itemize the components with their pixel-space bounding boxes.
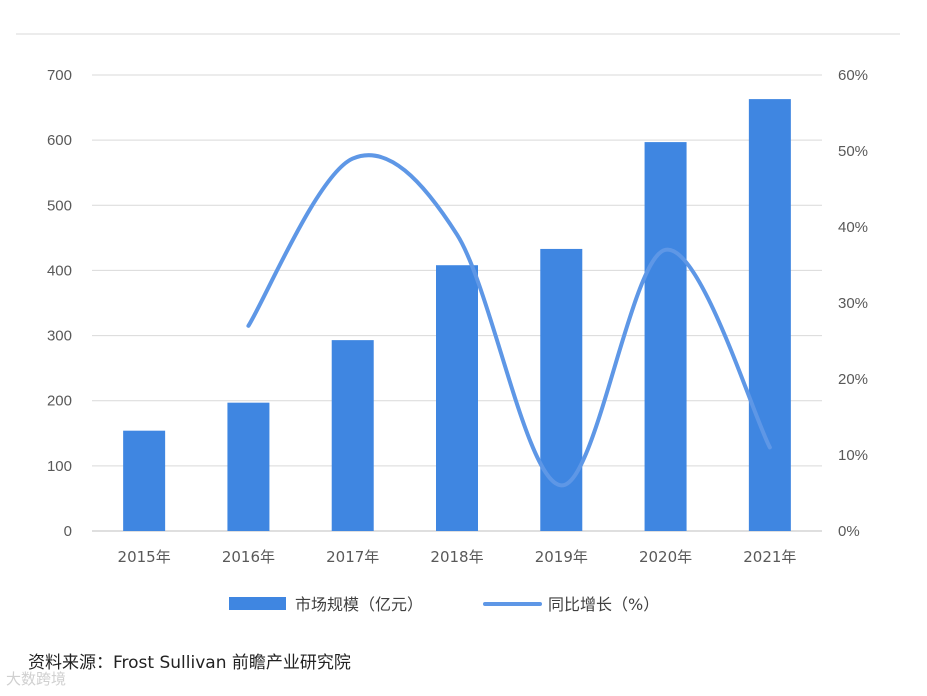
legend-bar-label: 市场规模（亿元） — [295, 595, 423, 614]
y-axis-left: 0 100 200 300 400 500 600 700 — [47, 67, 72, 540]
bar — [123, 430, 166, 531]
y-left-tick-label: 200 — [47, 393, 72, 410]
y-left-tick-label: 300 — [47, 328, 72, 345]
x-tick-label: 2021年 — [743, 548, 796, 566]
x-tick-label: 2018年 — [430, 548, 483, 566]
y-right-tick-label: 30% — [838, 295, 868, 312]
y-right-tick-label: 50% — [838, 143, 868, 160]
y-right-tick-label: 20% — [838, 371, 868, 388]
legend: 市场规模（亿元） 同比增长（%） — [229, 595, 659, 614]
y-left-tick-label: 700 — [47, 67, 72, 84]
x-tick-label: 2020年 — [639, 548, 692, 566]
y-right-tick-label: 40% — [838, 219, 868, 236]
x-tick-label: 2015年 — [118, 548, 171, 566]
corner-watermark: 大数跨境 — [6, 670, 67, 688]
y-left-tick-label: 0 — [64, 523, 72, 540]
y-left-tick-label: 500 — [47, 197, 72, 214]
y-right-tick-label: 60% — [838, 67, 868, 84]
legend-bar-swatch — [229, 597, 286, 610]
x-tick-label: 2017年 — [326, 548, 379, 566]
source-note: 资料来源：Frost Sullivan 前瞻产业研究院 — [28, 653, 351, 673]
x-axis: 2015年 2016年 2017年 2018年 2019年 2020年 2021年 — [118, 548, 797, 566]
legend-line-label: 同比增长（%） — [548, 595, 659, 614]
bar — [331, 340, 374, 531]
y-left-tick-label: 400 — [47, 262, 72, 279]
y-right-tick-label: 10% — [838, 447, 868, 464]
x-tick-label: 2016年 — [222, 548, 275, 566]
y-right-tick-label: 0% — [838, 523, 860, 540]
y-left-tick-label: 600 — [47, 132, 72, 149]
y-left-tick-label: 100 — [47, 458, 72, 475]
y-axis-right: 0% 10% 20% 30% 40% 50% 60% — [838, 67, 868, 540]
line-series — [246, 153, 772, 488]
x-tick-label: 2019年 — [535, 548, 588, 566]
bar — [436, 265, 478, 531]
bar — [227, 402, 270, 531]
bar — [748, 99, 791, 532]
bar — [644, 142, 687, 531]
growth-line — [246, 153, 772, 488]
bar — [540, 248, 583, 531]
